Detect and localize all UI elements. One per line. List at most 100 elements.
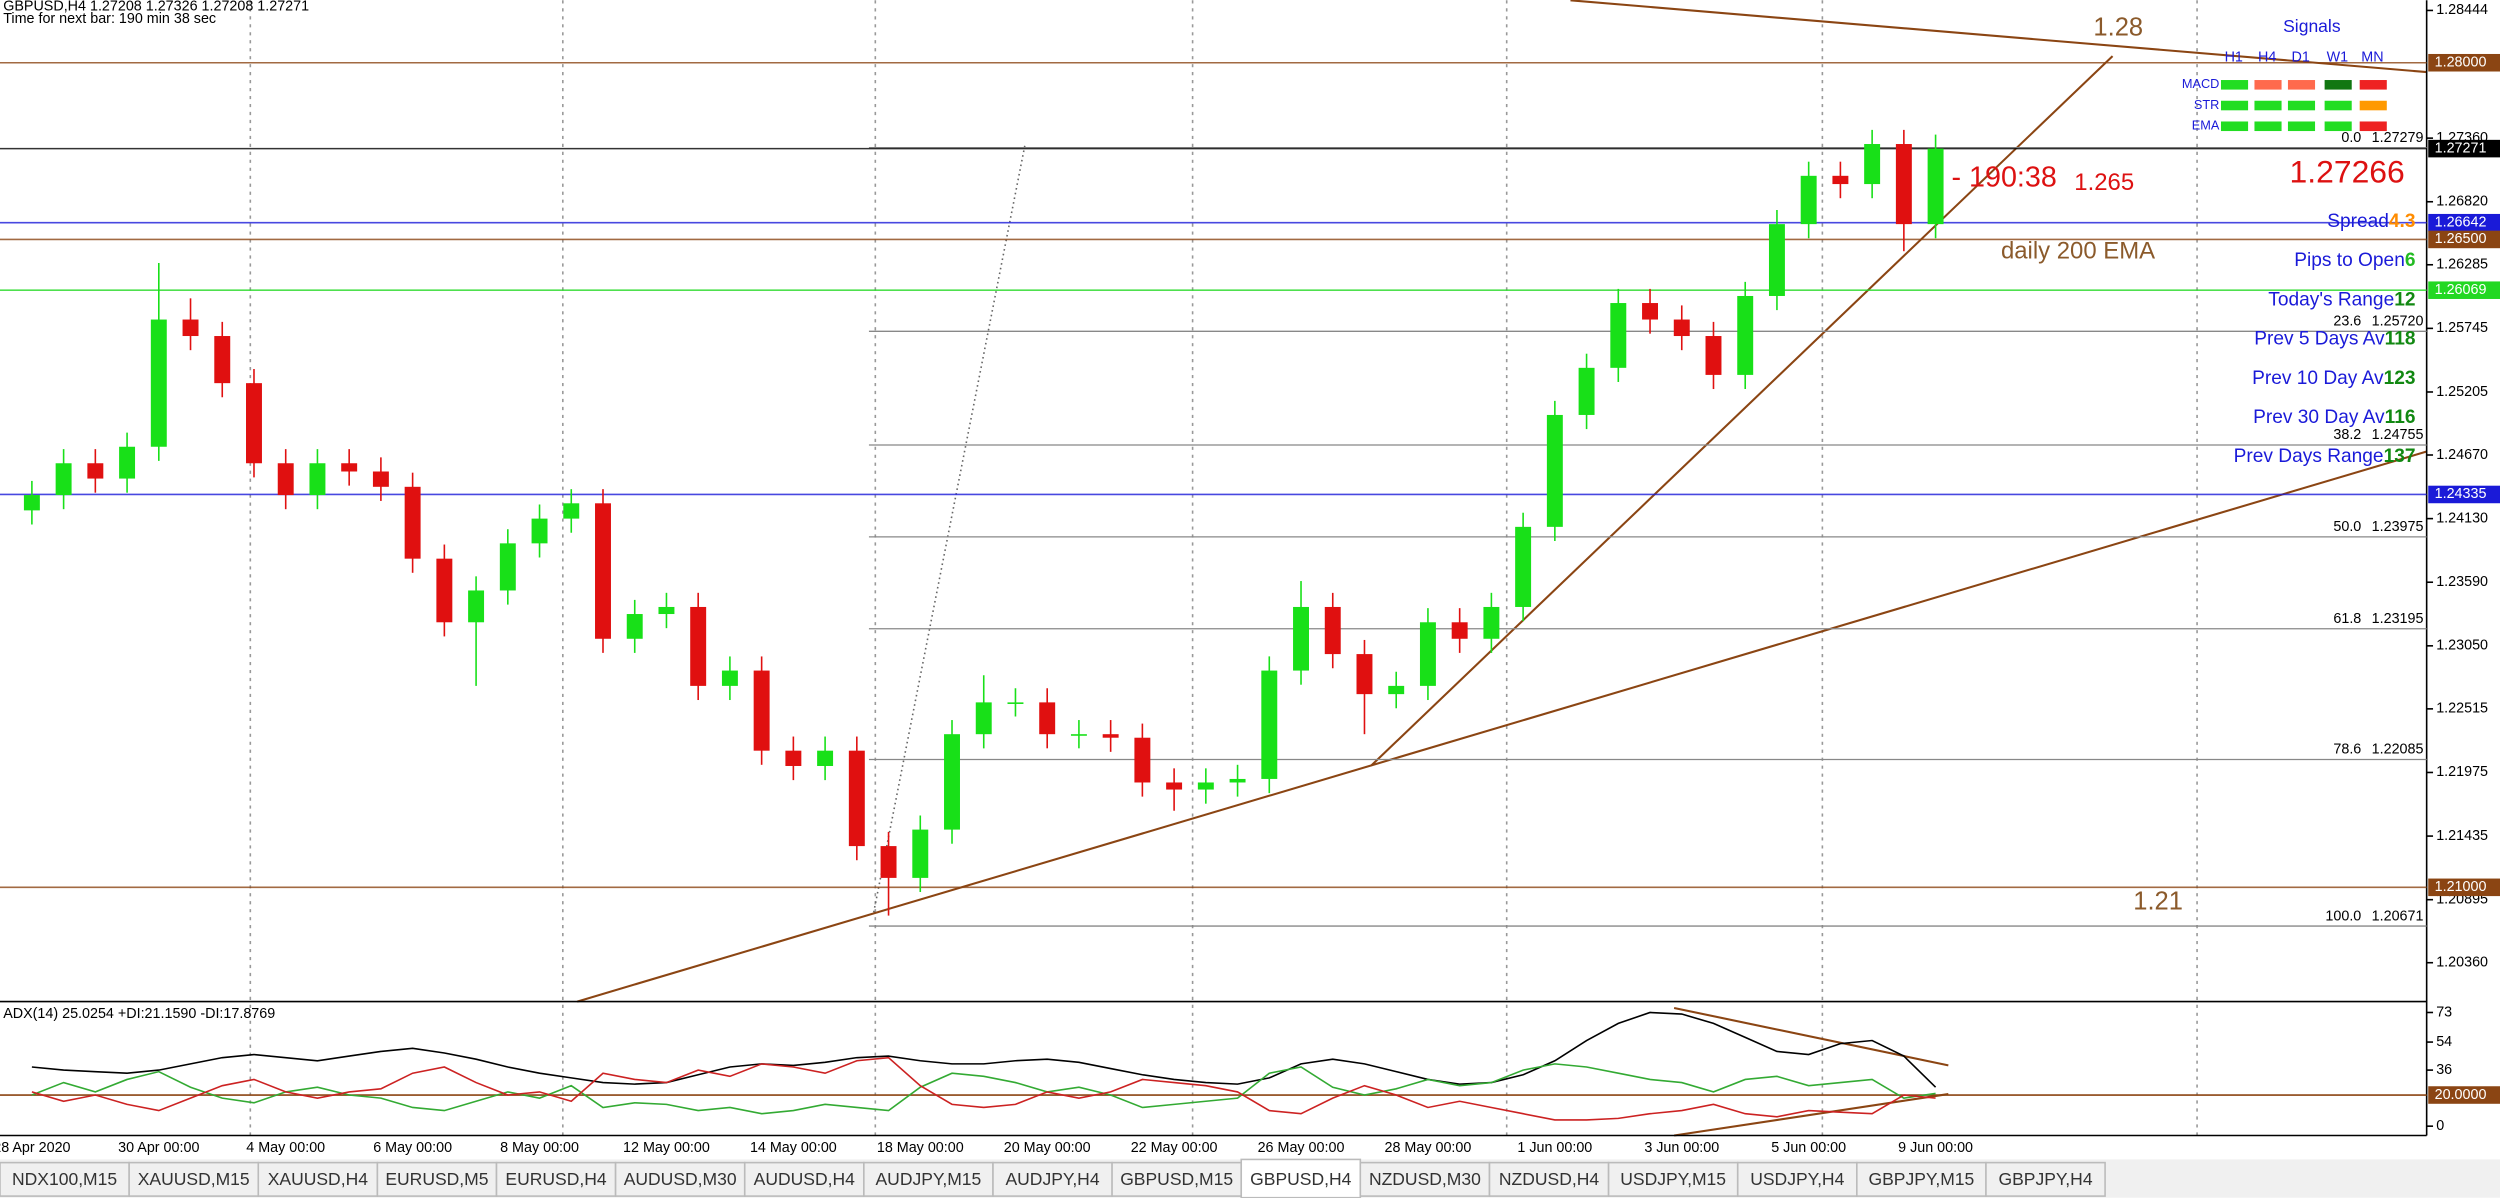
price-tag-label: 1.26069	[2435, 282, 2487, 298]
y-tick-label: 0	[2436, 1118, 2444, 1134]
fib-price: 1.20671	[2372, 908, 2424, 924]
stat-value: 118	[2385, 329, 2416, 350]
candle-body	[1070, 734, 1087, 736]
price-tag	[2428, 213, 2500, 232]
candle-body	[1039, 702, 1056, 735]
tab[interactable]	[614, 1161, 746, 1197]
tab-label[interactable]: NDX100,M15	[12, 1169, 117, 1189]
tab[interactable]	[376, 1161, 498, 1197]
signal-column: H1	[2225, 49, 2243, 65]
x-tick-label: 30 Apr 00:00	[118, 1140, 199, 1156]
fib-price: 1.22085	[2372, 742, 2424, 758]
tab[interactable]	[1111, 1161, 1243, 1197]
candle-body	[753, 670, 770, 751]
signal-cell	[2324, 121, 2352, 132]
tab-label[interactable]: GBPJPY,H4	[1998, 1169, 2092, 1189]
tab[interactable]	[0, 1161, 130, 1197]
tab-label[interactable]: NZDUSD,H4	[1499, 1169, 1599, 1189]
tab-label[interactable]: AUDUSD,M30	[624, 1169, 737, 1189]
candle-body	[1895, 144, 1912, 225]
tab[interactable]	[992, 1161, 1113, 1197]
tab-label[interactable]: AUDJPY,H4	[1005, 1169, 1099, 1189]
tab-label[interactable]: USDJPY,M15	[1620, 1169, 1726, 1189]
signal-cell	[2254, 100, 2282, 111]
tab[interactable]	[257, 1161, 379, 1197]
signal-cell	[2254, 80, 2282, 90]
y-tick-label: 1.23050	[2436, 638, 2488, 654]
y-tick-label: 1.24130	[2436, 510, 2488, 526]
candle-body	[595, 503, 611, 639]
candle-body	[1610, 303, 1627, 368]
y-tick-label: 1.26285	[2436, 257, 2488, 273]
signal-cell	[2324, 80, 2352, 90]
signal-cell	[2287, 80, 2316, 90]
stat-label: Today's Range	[2268, 289, 2394, 310]
level-tag-label: 20.0000	[2435, 1087, 2487, 1103]
candle-body	[1864, 144, 1881, 185]
fib-ratio: 50.0	[2333, 519, 2361, 535]
y-tick-label: 1.25205	[2436, 384, 2488, 400]
tab-label[interactable]: EURUSD,M5	[385, 1169, 488, 1189]
tab[interactable]	[128, 1161, 260, 1197]
candle-body	[1800, 175, 1817, 225]
x-tick-label: 18 May 00:00	[877, 1140, 964, 1156]
signal-cell	[2254, 121, 2282, 132]
candle-body	[309, 463, 326, 496]
candle-body	[626, 614, 643, 639]
tab-label[interactable]: NZDUSD,M30	[1369, 1169, 1481, 1189]
tab-label[interactable]: EURUSD,H4	[505, 1169, 606, 1189]
candle-body	[182, 319, 199, 337]
candle-body	[880, 846, 897, 878]
tab[interactable]	[1240, 1158, 1362, 1198]
trendline	[576, 450, 2427, 1003]
tab-label[interactable]: XAUUSD,M15	[138, 1169, 250, 1189]
indicator-line	[31, 1011, 1937, 1088]
stat-line: Prev 30 Day Av116	[2253, 407, 2415, 428]
candle-body	[1642, 303, 1659, 320]
stat-value: 6	[2405, 250, 2416, 271]
signal-column: D1	[2292, 49, 2310, 65]
x-tick-label: 4 May 00:00	[246, 1140, 325, 1156]
tab-label[interactable]: GBPUSD,H4	[1250, 1169, 1351, 1189]
x-tick-label: 12 May 00:00	[623, 1140, 710, 1156]
tab-label[interactable]: GBPUSD,M15	[1120, 1169, 1233, 1189]
candle-body	[1483, 606, 1500, 639]
candle-body	[1419, 622, 1436, 686]
indicator-line	[31, 1063, 1936, 1115]
candle-body	[658, 606, 675, 615]
tab[interactable]	[1359, 1161, 1491, 1197]
candle-body	[55, 463, 72, 496]
fib-ratio: 0.0	[2341, 130, 2361, 146]
candle-body	[1134, 737, 1151, 783]
tab[interactable]	[743, 1161, 865, 1197]
candle-body	[1388, 685, 1405, 695]
tab[interactable]	[1736, 1161, 1858, 1197]
x-tick-label: 3 Jun 00:00	[1644, 1140, 1719, 1156]
candle-body	[1546, 414, 1563, 527]
tab[interactable]	[1985, 1161, 2106, 1197]
candle-body	[150, 319, 167, 447]
fib-price: 1.25720	[2372, 314, 2424, 330]
signal-cell	[2359, 121, 2387, 132]
tab-label[interactable]: XAUUSD,H4	[268, 1169, 369, 1189]
tab[interactable]	[1856, 1161, 1987, 1197]
fib-price: 1.27279	[2372, 130, 2424, 146]
tab-label[interactable]: AUDJPY,M15	[876, 1169, 982, 1189]
y-tick-label: 1.22515	[2436, 701, 2488, 717]
indicator-title: ADX(14) 25.0254 +DI:21.1590 -DI:17.8769	[3, 1006, 275, 1022]
signal-cell	[2287, 100, 2316, 111]
signal-row: EMA	[2192, 118, 2220, 133]
trendline	[1570, 0, 2427, 74]
tab-label[interactable]: USDJPY,H4	[1750, 1169, 1844, 1189]
tab-label[interactable]: AUDUSD,H4	[754, 1169, 855, 1189]
y-tick-label: 1.23590	[2436, 574, 2488, 590]
annotation: 1.265	[2074, 169, 2134, 196]
price-tag	[2428, 139, 2500, 158]
stat-label: Prev 5 Days Av	[2254, 329, 2385, 350]
tab-label[interactable]: GBPJPY,M15	[1868, 1169, 1974, 1189]
y-tick-label: 1.21975	[2436, 764, 2488, 780]
x-tick-label: 20 May 00:00	[1004, 1140, 1091, 1156]
candle-body	[1927, 148, 1944, 225]
fib-ratio: 61.8	[2333, 611, 2361, 627]
y-tick-label: 73	[2436, 1004, 2452, 1020]
